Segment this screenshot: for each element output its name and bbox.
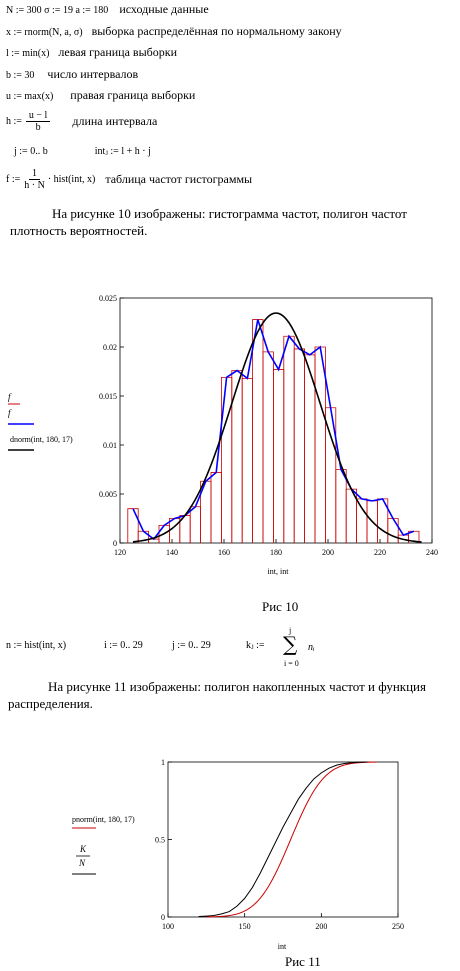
legend-label-1: f [8,408,12,418]
def-line-1: x := rnorm(N, a, σ) выборка распределённ… [6,24,342,39]
histogram-bars [127,319,420,543]
x-tick-label: 180 [270,548,282,557]
histogram-bar [210,472,222,543]
formula: b := 30 [6,70,35,81]
formula: x := rnorm(N, a, σ) [6,27,83,38]
def-line-2: l := min(x) левая граница выборки [6,45,177,60]
comment: длина интервала [72,114,158,128]
legend: pnorm(int, 180, 17) K N [72,815,135,875]
formula-lhs: h := [6,116,22,127]
x-tick-label: 100 [162,922,174,931]
y-tick-label: 0.005 [99,490,117,499]
def-line-7: f := 1 h · N · hist(int, x) таблица част… [6,168,252,191]
x-axis-label: int, int [268,567,290,576]
x-tick-label: 250 [392,922,404,931]
sum-term: nᵢ [308,642,315,653]
sum-bottom: i = 0 [284,659,299,668]
def-line-3: b := 30 число интервалов [6,67,138,82]
y-tick-label: 0 [161,913,165,922]
histogram-bar [283,335,295,543]
fraction: 1 h · N [24,168,45,191]
formula: l := min(x) [6,48,50,59]
x-tick-label: 140 [166,548,178,557]
histogram-chart: f f dnorm(int, 180, 17) int, int 0 0.005 0… [8,294,438,576]
comment: исходные данные [119,2,209,16]
denominator: h · N [24,180,45,191]
histogram-bar [356,498,368,543]
y-tick-label: 1 [161,758,165,767]
x-tick-label: 160 [218,548,230,557]
y-tick-label: 0.025 [99,294,117,303]
formula: u := max(x) [6,91,54,102]
histogram-bar [252,319,264,543]
comment: таблица частот гистограммы [105,172,253,186]
x-axis-label: int [278,942,287,951]
legend-label-N: N [78,858,86,868]
x-tick-label: 200 [315,922,327,931]
histogram-bar [241,377,254,543]
cumulative-chart: pnorm(int, 180, 17) K N int 0 0.5 1 100 150 2… [72,758,404,951]
formula-rhs: · hist(int, x) [47,174,96,185]
histogram-bar [189,506,202,543]
histogram-bar [314,346,326,543]
x-tick-label: 200 [322,548,334,557]
formula-row: n := hist(int, x) i := 0.. 29 j := 0.. 2… [0,626,460,672]
y-tick-label: 0.015 [99,392,117,401]
formula2: intⱼ := l + h · j [94,146,151,157]
y-tick-label: 0 [113,539,117,548]
plot-frame [167,761,399,918]
fraction: u − l b [25,110,51,133]
formula: j := 0.. b [14,146,48,157]
comment: выборка распределённая по нормальному за… [91,24,342,38]
x-tick-label: 150 [239,922,251,931]
comment: правая граница выборки [70,88,196,102]
def-line-6: j := 0.. b intⱼ := l + h · j [14,143,151,158]
legend-label-0: f [8,392,12,402]
x-tick-label: 240 [426,548,438,557]
y-tick-label: 0.5 [155,836,165,845]
figure-caption-11: Рис 11 [285,954,321,969]
histogram-bar [127,508,139,543]
figure-caption-10: Рис 10 [262,599,299,614]
histogram-bar [408,530,420,543]
frequency-polygon [132,319,415,541]
sum-sign: ∑ [283,632,298,656]
comment: левая граница выборки [58,45,178,59]
cumulative-polygon [198,761,368,918]
formula-k-lhs: kⱼ := [246,640,265,651]
formula-j-range: j := 0.. 29 [172,640,211,651]
legend: f f dnorm(int, 180, 17) [8,392,73,451]
y-tick-label: 0.01 [103,441,117,450]
formula-i-range: i := 0.. 29 [104,640,143,651]
sum-top: j [289,626,292,635]
x-tick-label: 220 [374,548,386,557]
y-tick-label: 0.02 [103,343,117,352]
def-line-0: N := 300 σ := 19 a := 180 исходные данны… [6,2,209,17]
histogram-bar [387,518,399,543]
plot-frame [119,297,433,544]
histogram-bar [220,376,233,543]
def-line-4: u := max(x) правая граница выборки [6,88,195,103]
density-curve [132,312,422,543]
formula-lhs: f := [6,174,21,185]
def-line-5: h := u − l b длина интервала [6,110,157,133]
numerator: u − l [25,110,51,122]
pnorm-curve [206,761,377,918]
histogram-bar [272,369,285,543]
histogram-bar [293,348,306,543]
legend-label-2: dnorm(int, 180, 17) [10,435,73,444]
legend-label-K: K [79,844,87,854]
paragraph-2: На рисунке 11 изображены: полигон накопл… [8,679,426,711]
histogram-bar [335,469,347,543]
comment: число интервалов [47,67,139,81]
numerator: 1 [29,168,41,180]
formula: N := 300 σ := 19 a := 180 [6,5,109,16]
denominator: b [35,122,41,133]
x-tick-label: 120 [114,548,126,557]
formula-hist: n := hist(int, x) [6,640,67,651]
paragraph-1: На рисунке 10 изображены: гистограмма ча… [10,206,407,238]
histogram-bar [262,351,274,543]
legend-label-pnorm: pnorm(int, 180, 17) [72,815,135,824]
